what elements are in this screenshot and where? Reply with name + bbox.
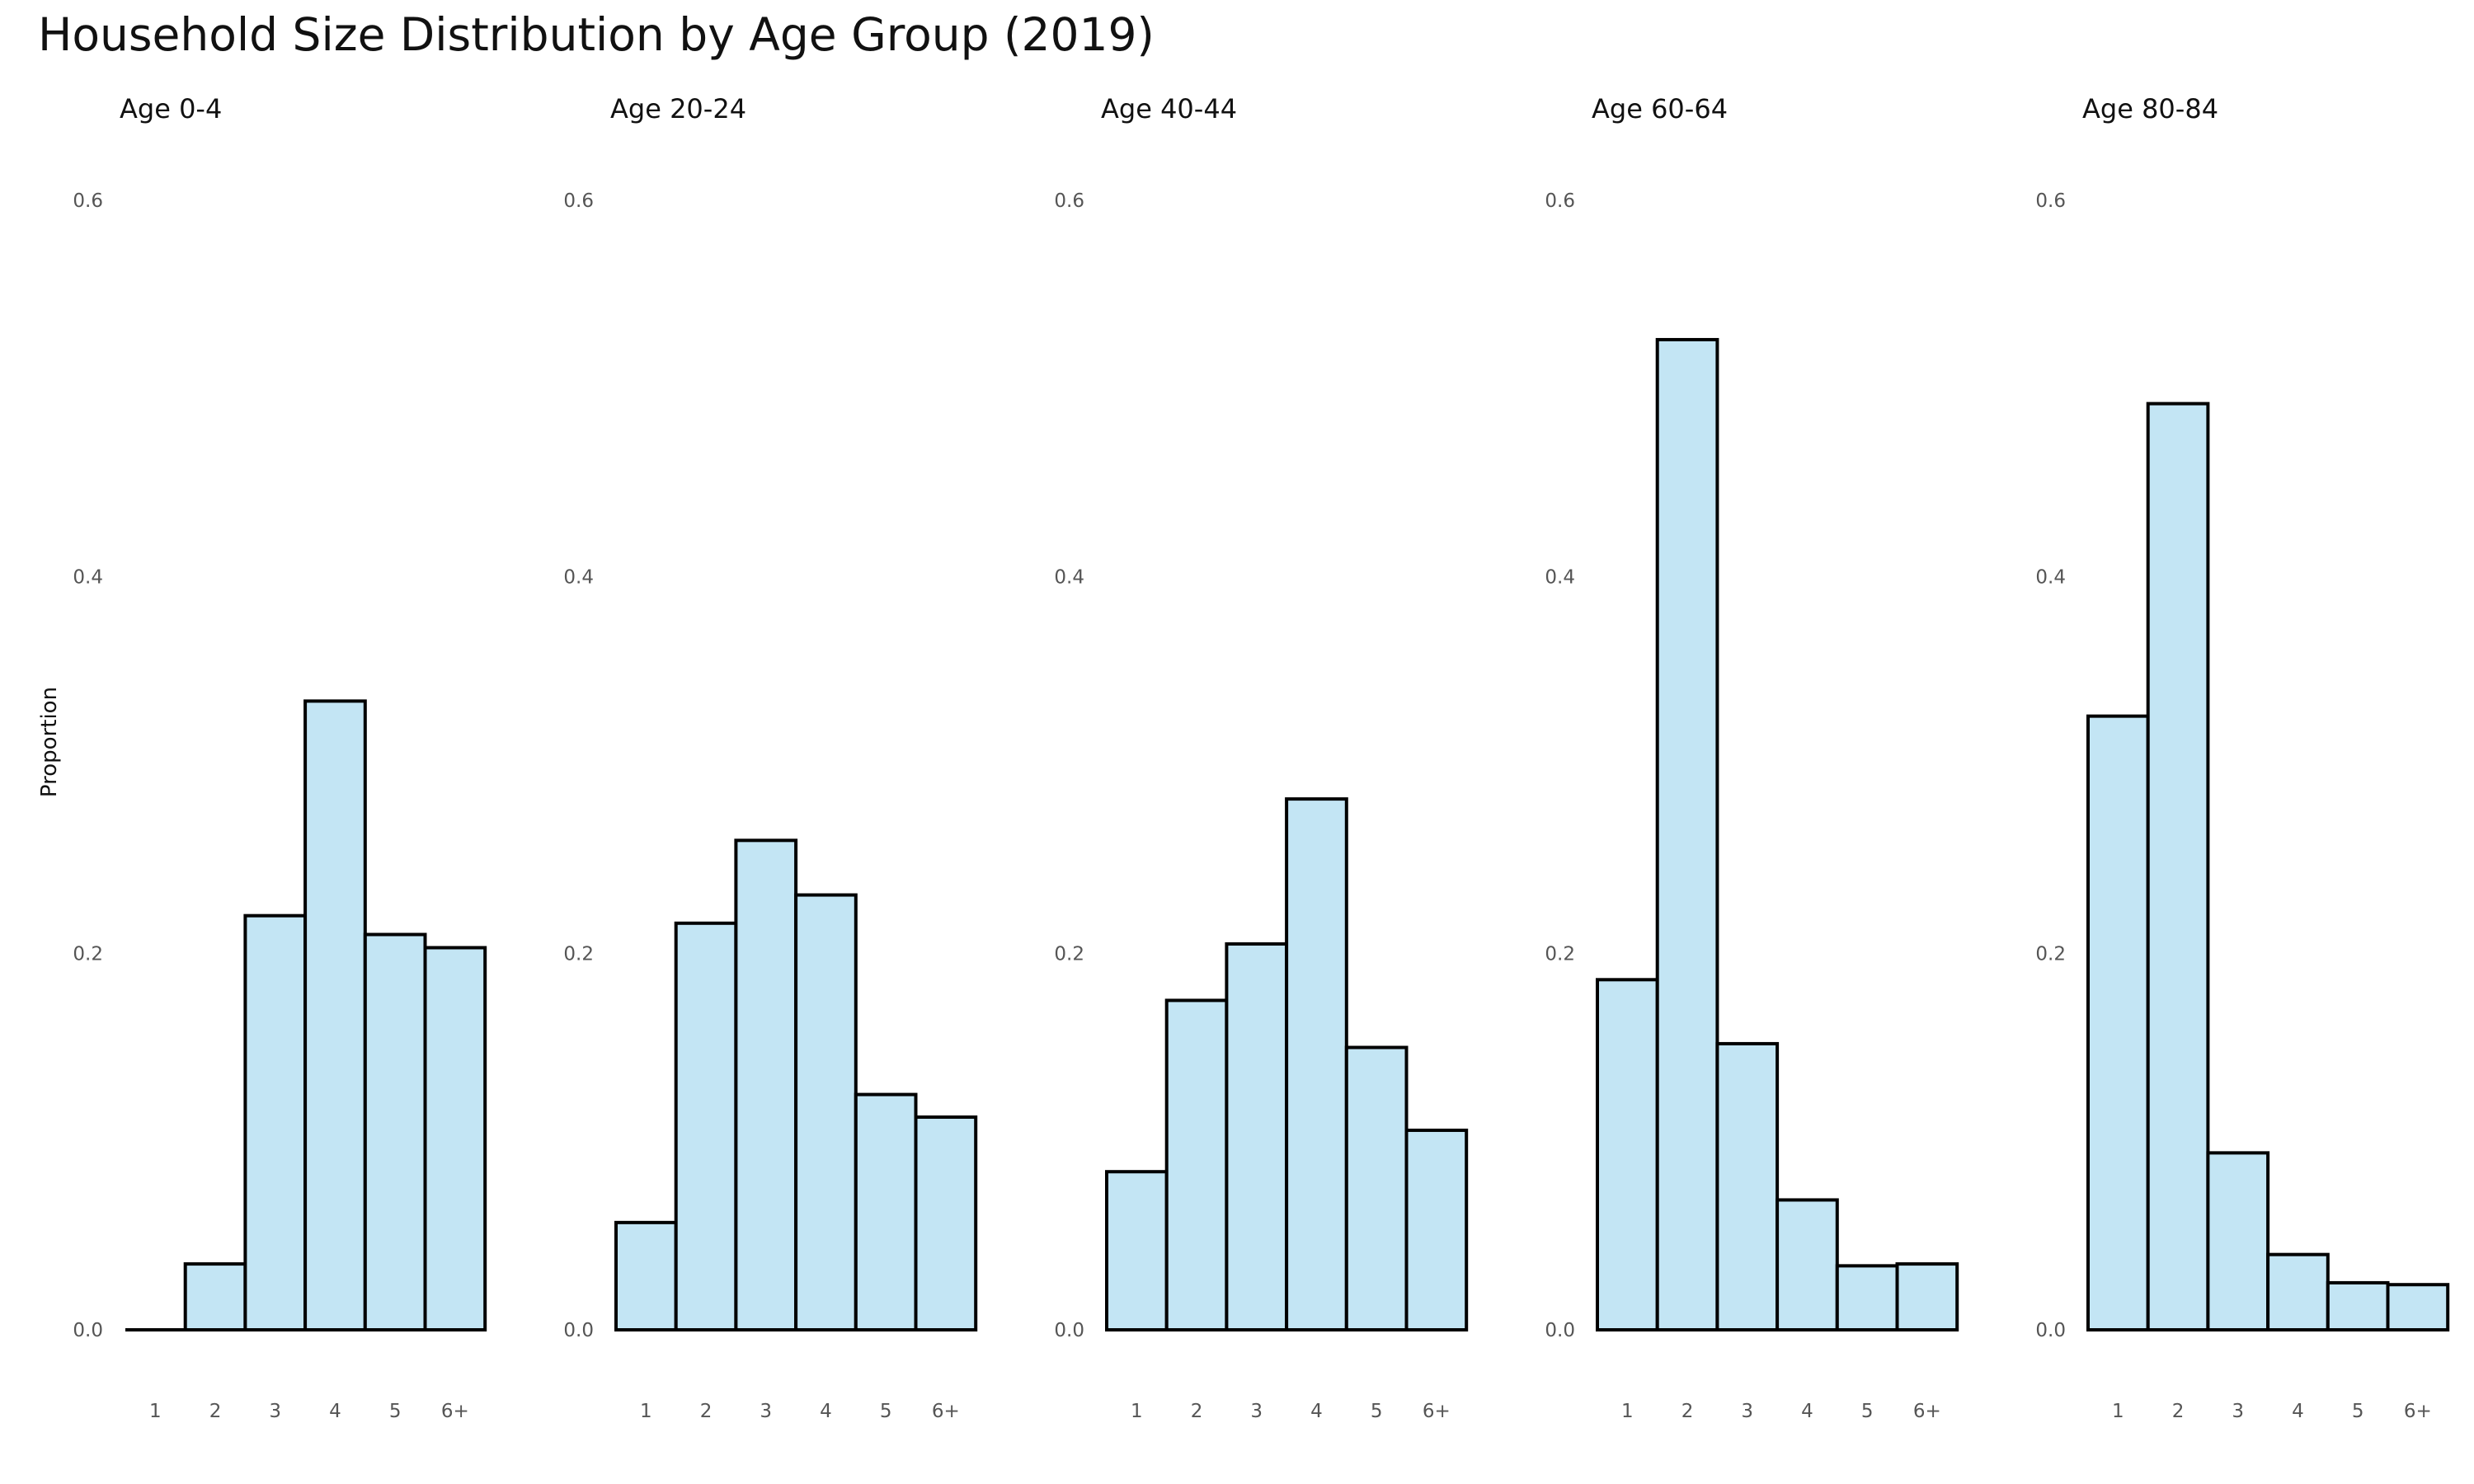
bar <box>2386 1283 2450 1331</box>
y-tick-label: 0.2 <box>73 943 103 965</box>
x-tick-label: 1 <box>149 1401 162 1422</box>
x-tick-label: 5 <box>880 1401 892 1422</box>
x-tick-label: 4 <box>820 1401 832 1422</box>
bar <box>734 838 798 1331</box>
y-tick-label: 0.6 <box>1054 190 1084 212</box>
x-tick-label: 6+ <box>2404 1401 2432 1422</box>
y-tick-label: 0.6 <box>73 190 103 212</box>
y-tick-label: 0.2 <box>1054 943 1084 965</box>
bar <box>1715 1041 1780 1332</box>
y-tick-label: 0.6 <box>2035 190 2066 212</box>
bar <box>674 921 738 1332</box>
bar <box>914 1115 978 1331</box>
bar <box>1404 1128 1469 1332</box>
bar <box>303 699 367 1331</box>
bar <box>243 913 308 1331</box>
bar <box>1225 942 1289 1331</box>
bar <box>2326 1280 2390 1331</box>
x-tick-label: 1 <box>1621 1401 1634 1422</box>
x-tick-label: 5 <box>2352 1401 2364 1422</box>
panel-title: Age 80-84 <box>2082 93 2218 124</box>
y-tick-label: 0.6 <box>1545 190 1575 212</box>
y-tick-label: 0.6 <box>563 190 594 212</box>
x-tick-label: 3 <box>1250 1401 1263 1422</box>
panel-4: Age 60-64 0.0 0.2 0.4 0.6 1 2 3 4 5 6+ <box>1545 93 1959 1422</box>
x-tick-label: 1 <box>1131 1401 1143 1422</box>
x-tick-label: 1 <box>2112 1401 2124 1422</box>
bar <box>1655 337 1719 1331</box>
x-tick-label: 4 <box>1310 1401 1323 1422</box>
panel-title: Age 20-24 <box>610 93 746 124</box>
x-tick-label: 2 <box>1681 1401 1694 1422</box>
bar <box>1285 797 1348 1331</box>
bar <box>1776 1198 1839 1331</box>
bar <box>2266 1252 2330 1331</box>
bar <box>2206 1151 2270 1332</box>
x-tick-label: 6+ <box>1913 1401 1941 1422</box>
x-tick-label: 6+ <box>441 1401 469 1422</box>
bar <box>1835 1264 1899 1332</box>
bar <box>423 946 487 1331</box>
x-tick-label: 3 <box>269 1401 281 1422</box>
bar <box>1164 998 1229 1331</box>
x-tick-label: 2 <box>700 1401 713 1422</box>
bar <box>1596 978 1659 1332</box>
x-tick-label: 6+ <box>1423 1401 1451 1422</box>
y-tick-label: 0.4 <box>73 567 103 589</box>
panel-title: Age 0-4 <box>120 93 222 124</box>
y-tick-label: 0.4 <box>1545 567 1575 589</box>
bar <box>614 1220 678 1331</box>
panel-title: Age 40-44 <box>1101 93 1237 124</box>
x-tick-label: 2 <box>1191 1401 1203 1422</box>
y-tick-label: 0.0 <box>2035 1320 2066 1341</box>
x-tick-label: 5 <box>389 1401 402 1422</box>
y-tick-label: 0.0 <box>563 1320 594 1341</box>
bar <box>1105 1170 1169 1331</box>
y-tick-label: 0.4 <box>563 567 594 589</box>
panel-5: Age 80-84 0.0 0.2 0.4 0.6 1 2 3 4 5 6+ <box>2035 93 2450 1422</box>
chart-title: Household Size Distribution by Age Group… <box>38 8 1155 61</box>
panel-2: Age 20-24 0.0 0.2 0.4 0.6 1 2 3 4 5 6+ <box>563 93 978 1422</box>
bar <box>2146 402 2210 1332</box>
y-tick-label: 0.0 <box>1545 1320 1575 1341</box>
panel-1: Age 0-4 0.0 0.2 0.4 0.6 1 2 3 4 5 6+ <box>73 93 487 1422</box>
bar <box>1344 1045 1409 1331</box>
x-tick-label: 4 <box>1801 1401 1813 1422</box>
bar <box>2086 714 2150 1331</box>
bar <box>854 1092 918 1332</box>
y-tick-label: 0.2 <box>1545 943 1575 965</box>
bar <box>183 1262 247 1332</box>
x-tick-label: 2 <box>2172 1401 2185 1422</box>
x-tick-label: 1 <box>640 1401 652 1422</box>
x-tick-label: 2 <box>209 1401 222 1422</box>
panel-title: Age 60-64 <box>1592 93 1728 124</box>
y-tick-label: 0.0 <box>1054 1320 1084 1341</box>
y-tick-label: 0.0 <box>73 1320 103 1341</box>
bar <box>1895 1262 1959 1332</box>
x-tick-label: 3 <box>760 1401 772 1422</box>
bar <box>363 932 427 1331</box>
panel-3: Age 40-44 0.0 0.2 0.4 0.6 1 2 3 4 5 6+ <box>1054 93 1469 1422</box>
x-tick-label: 4 <box>2292 1401 2304 1422</box>
y-tick-label: 0.4 <box>2035 567 2066 589</box>
x-tick-label: 4 <box>329 1401 341 1422</box>
y-tick-label: 0.2 <box>2035 943 2066 965</box>
x-tick-label: 3 <box>1741 1401 1753 1422</box>
y-tick-label: 0.2 <box>563 943 594 965</box>
x-tick-label: 6+ <box>932 1401 960 1422</box>
x-tick-label: 5 <box>1371 1401 1383 1422</box>
y-tick-label: 0.4 <box>1054 567 1084 589</box>
x-tick-label: 3 <box>2232 1401 2244 1422</box>
bar <box>794 893 858 1332</box>
x-tick-label: 5 <box>1861 1401 1874 1422</box>
